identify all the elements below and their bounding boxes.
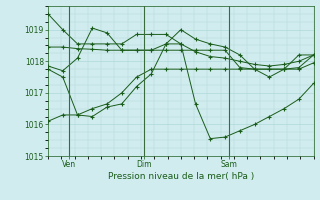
X-axis label: Pression niveau de la mer( hPa ): Pression niveau de la mer( hPa ) (108, 172, 254, 181)
